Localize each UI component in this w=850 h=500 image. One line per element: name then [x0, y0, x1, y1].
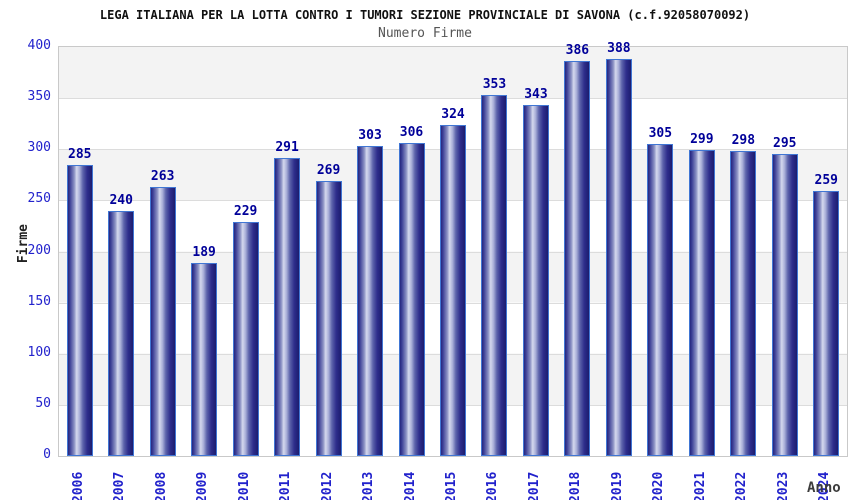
bar-2010 — [232, 221, 259, 456]
ytick-300: 300 — [27, 140, 51, 156]
bar-2024 — [813, 191, 840, 456]
ytick-100: 100 — [27, 344, 51, 360]
ytick-0: 0 — [43, 447, 51, 462]
bar-2017 — [522, 105, 549, 456]
ytick-350: 350 — [27, 89, 51, 105]
plot-area: 285 240 263 189 229 291 269 303 306 324 353 343 386 3… — [58, 41, 848, 457]
bar-value-2008: 263 — [150, 169, 175, 185]
chart-subtitle: Numero Firme — [378, 26, 472, 41]
bar-value-2015: 324 — [441, 106, 465, 122]
bar-value-2016: 353 — [482, 77, 507, 93]
ytick-250: 250 — [27, 191, 51, 207]
bar-value-2024: 259 — [814, 173, 838, 189]
xtick-2020: 2020 — [651, 471, 667, 500]
chart-title: LEGA ITALIANA PER LA LOTTA CONTRO I TUMO… — [99, 8, 751, 22]
xtick-2015: 2015 — [444, 471, 459, 500]
bar-2020 — [647, 144, 674, 456]
xtick-2016: 2016 — [485, 471, 501, 500]
bar-value-2018: 386 — [565, 43, 590, 59]
xtick-2009: 2009 — [195, 471, 211, 500]
xtick-2006: 2006 — [70, 471, 86, 500]
xtick-2011: 2011 — [278, 471, 294, 500]
xtick-2021: 2021 — [692, 471, 708, 500]
xtick-2017: 2017 — [526, 471, 542, 500]
xtick-2014: 2014 — [402, 471, 418, 500]
bar-2006 — [66, 164, 93, 456]
bar-2019 — [605, 59, 632, 456]
bar-value-2013: 303 — [358, 128, 382, 144]
bar-2012 — [315, 180, 342, 456]
bar-2021 — [688, 150, 715, 456]
bar-2015 — [440, 124, 466, 456]
bar-value-2020: 305 — [648, 126, 673, 142]
bar-2014 — [398, 143, 425, 456]
bar-value-2023: 295 — [773, 136, 797, 152]
xtick-2013: 2013 — [361, 471, 377, 500]
bar-value-2014: 306 — [399, 125, 424, 141]
bar-2011 — [274, 158, 301, 456]
ytick-200: 200 — [27, 242, 51, 258]
bar-value-2009: 189 — [192, 244, 216, 260]
bar-value-2019: 388 — [607, 41, 631, 57]
ytick-150: 150 — [27, 293, 51, 309]
bar-value-2010: 229 — [233, 203, 258, 219]
bar-2018 — [564, 61, 591, 456]
ytick-400: 400 — [27, 38, 51, 53]
gridline-350 — [59, 98, 847, 100]
xtick-2008: 2008 — [153, 471, 169, 500]
xtick-2012: 2012 — [319, 471, 335, 500]
ytick-50: 50 — [35, 395, 51, 411]
bar-value-2011: 291 — [275, 140, 299, 156]
bar-2008 — [149, 187, 176, 456]
bar-2016 — [481, 95, 508, 456]
bar-value-2017: 343 — [524, 87, 548, 103]
bar-value-2007: 240 — [109, 192, 133, 208]
bar-value-2006: 285 — [68, 146, 92, 162]
bar-2007 — [108, 210, 135, 456]
bar-value-2021: 299 — [690, 132, 714, 148]
xtick-2010: 2010 — [236, 471, 252, 500]
bar-2023 — [771, 154, 798, 456]
bar-value-2012: 269 — [316, 162, 341, 178]
xtick-2022: 2022 — [734, 471, 750, 500]
x-axis-title: Anno — [807, 480, 841, 496]
bar-value-2022: 298 — [731, 133, 756, 149]
bar-2022 — [730, 151, 757, 456]
bar-2009 — [191, 262, 218, 456]
xtick-2023: 2023 — [775, 471, 791, 500]
xtick-2007: 2007 — [112, 471, 128, 500]
xtick-2018: 2018 — [568, 471, 584, 500]
bar-2013 — [357, 146, 384, 456]
xtick-2019: 2019 — [609, 471, 625, 500]
